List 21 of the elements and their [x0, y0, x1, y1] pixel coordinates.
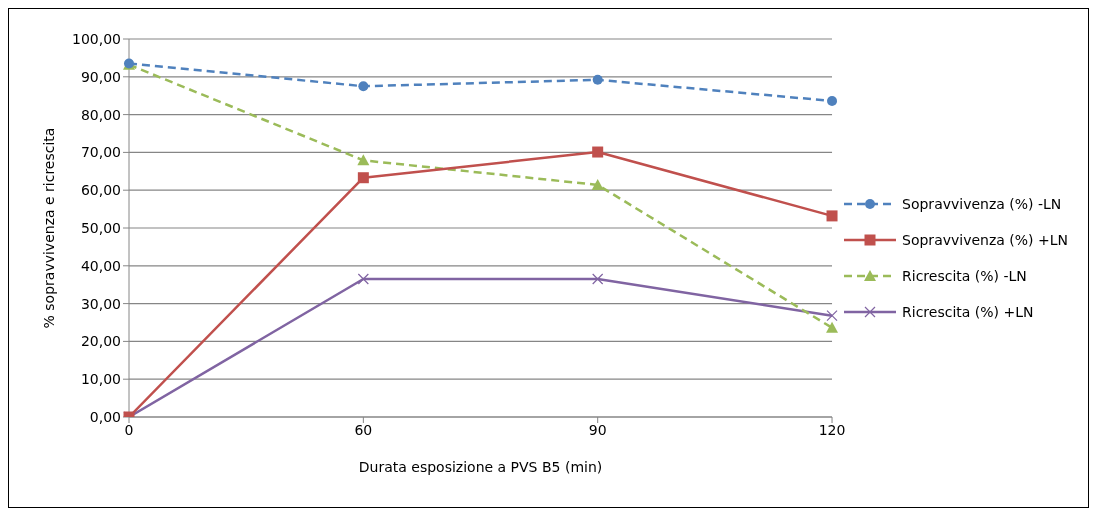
y-axis-title: % sopravvivenza e ricrescita	[40, 127, 57, 329]
y-tick-label: 60,00	[80, 182, 121, 199]
y-tick-label: 10,00	[80, 371, 121, 388]
y-tick-label: 30,00	[80, 295, 121, 312]
x-axis-title: Durata esposizione a PVS B5 (min)	[358, 459, 603, 475]
x-tick-label: 120	[818, 421, 846, 438]
legend-label: Ricrescita (%) -LN	[902, 268, 1027, 284]
x-tick-label: 0	[124, 421, 134, 438]
y-tick-label: 0,00	[89, 408, 121, 425]
y-tick-label: 90,00	[80, 68, 121, 85]
y-tick-label: 50,00	[80, 219, 121, 236]
y-tick-label: 100,00	[72, 30, 121, 47]
legend-label: Sopravvivenza (%) +LN	[902, 232, 1068, 248]
legend-label: Ricrescita (%) +LN	[902, 304, 1034, 320]
x-tick-label: 90	[588, 421, 607, 438]
y-tick-label: 70,00	[80, 144, 121, 161]
x-tick-label: 60	[354, 421, 373, 438]
y-tick-label: 40,00	[80, 257, 121, 274]
y-tick-label: 20,00	[80, 333, 121, 350]
legend-label: Sopravvivenza (%) -LN	[902, 196, 1062, 212]
y-tick-label: 80,00	[80, 106, 121, 123]
